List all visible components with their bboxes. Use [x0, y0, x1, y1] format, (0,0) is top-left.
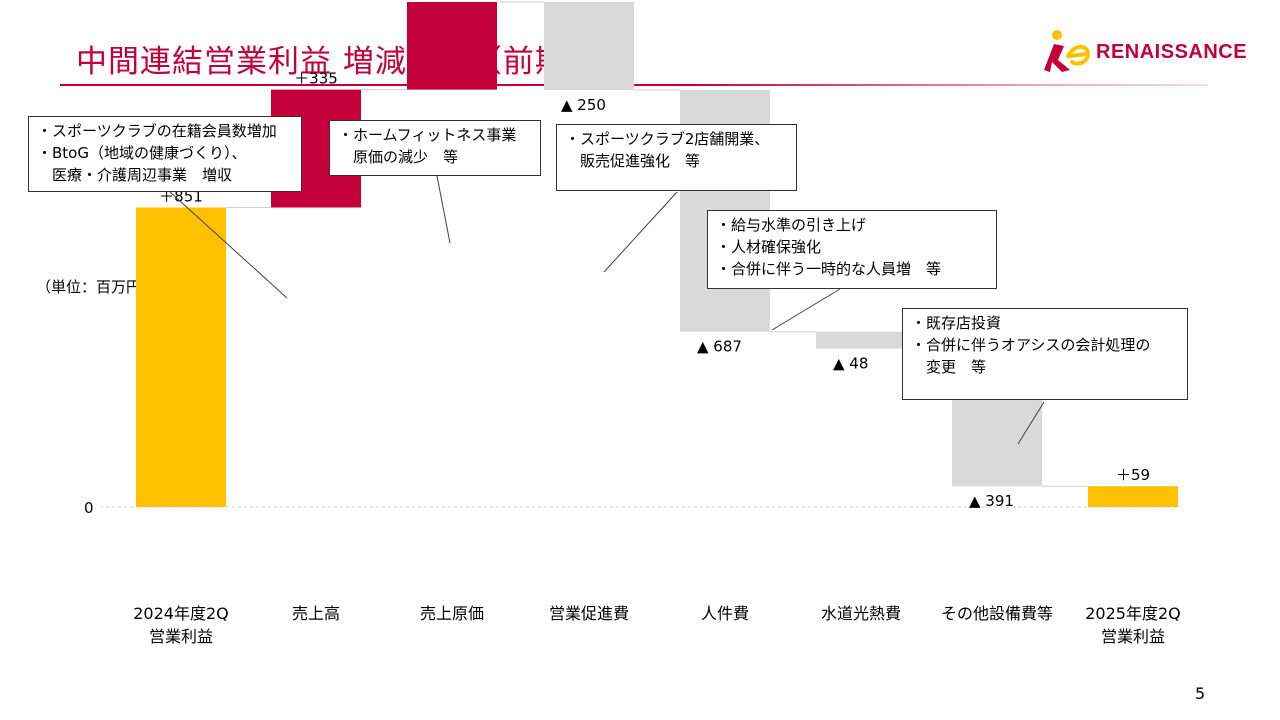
- zero-tick-label: 0: [84, 499, 94, 517]
- value-label: ▲ 391: [969, 492, 1014, 510]
- callout-line: 販売促進強化 等: [565, 152, 701, 170]
- slide-title: 中間連結営業利益 増減要因（前期比）: [76, 44, 631, 80]
- callout-line: 変更 等: [911, 358, 987, 376]
- value-label: ＋335: [294, 70, 338, 88]
- bar-3: [407, 2, 497, 90]
- callout-leader-lines: [169, 175, 1045, 445]
- value-label: ▲ 250: [561, 96, 606, 114]
- chart-value-labels: ＋851＋335＋249▲ 250▲ 687▲ 48▲ 391＋59: [159, 70, 1150, 511]
- callout-leader-line: [1017, 401, 1045, 445]
- callout-line: ・BtoG（地域の健康づくり）、: [37, 144, 247, 162]
- callout-line: ・合併に伴うオアシスの会計処理の: [911, 336, 1151, 354]
- callout-leader-line: [771, 288, 841, 331]
- chart-category-labels: 2024年度2Q 営業利益 売上高 売上原価 営業促進費 人件費 水道光熱費 その他設備費等 2…: [133, 604, 1181, 646]
- callout-personnel: ・給与水準の引き上げ ・人材確保強化・合併に伴う一時的な人員増 等: [707, 210, 997, 289]
- callout-leader-line: [436, 175, 451, 244]
- callout-line: ・スポーツクラブの在籍会員数増加: [37, 122, 277, 140]
- bar-8: [1088, 486, 1178, 507]
- callout-line: ・給与水準の引き上げ: [716, 216, 867, 234]
- callout-line: 原価の減少 等: [338, 148, 459, 166]
- page-number: 5: [1195, 684, 1206, 703]
- category-label: 2024年度2Q: [133, 604, 229, 623]
- callout-line: ・既存店投資: [911, 314, 1002, 332]
- bar-1: [136, 207, 226, 507]
- category-label: 2025年度2Q: [1085, 604, 1181, 623]
- callout-line: ・合併に伴う一時的な人員増 等: [716, 260, 942, 278]
- category-label: 人件費: [701, 604, 749, 623]
- value-label: ▲ 48: [833, 355, 868, 373]
- category-label: 売上原価: [420, 604, 484, 623]
- callout-promotion: ・スポーツクラブ2店舗開業、 販売促進強化 等: [556, 124, 797, 191]
- chart-bars: [136, 2, 1178, 507]
- callout-sales: ・スポーツクラブの在籍会員数増加 ・BtoG（地域の健康づくり）、 医療・介護周辺…: [28, 116, 302, 192]
- value-label: ＋59: [1116, 466, 1150, 484]
- category-label: 営業促進費: [549, 604, 629, 623]
- callout-line: ・人材確保強化: [716, 238, 822, 256]
- callout-line: ・ホームフィットネス事業: [338, 126, 517, 144]
- bar-6: [816, 331, 906, 349]
- callout-leader-line: [603, 191, 678, 273]
- logo-wordmark: RENAISSANCE: [1096, 41, 1248, 63]
- callout-leader-line: [169, 191, 288, 299]
- category-label: 営業利益: [1101, 627, 1165, 646]
- category-label: 売上高: [292, 604, 340, 623]
- logo-mark-icon: [1044, 30, 1091, 72]
- company-logo: RENAISSANCE: [1040, 26, 1247, 76]
- value-label: ▲ 687: [697, 338, 742, 356]
- callout-other-facilities: ・既存店投資・合併に伴うオアシスの会計処理の 変更 等: [902, 308, 1188, 400]
- callout-cost-of-sales: ・ホームフィットネス事業 原価の減少 等: [329, 120, 541, 176]
- callout-line: 医療・介護周辺事業 増収: [37, 166, 233, 184]
- connector-lines: 0: [84, 1, 1180, 517]
- category-label: その他設備費等: [941, 604, 1053, 623]
- bar-4: [544, 2, 634, 90]
- category-label: 水道光熱費: [821, 604, 901, 623]
- unit-label: （単位：百万円）: [36, 278, 157, 296]
- category-label: 営業利益: [149, 627, 213, 646]
- callout-line: ・スポーツクラブ2店舗開業、: [565, 130, 770, 148]
